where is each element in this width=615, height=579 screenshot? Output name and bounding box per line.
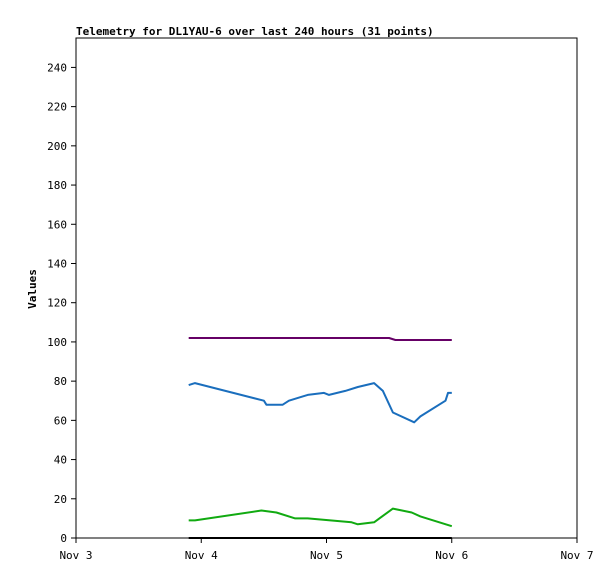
y-tick-label: 140 — [47, 257, 67, 270]
plot-frame — [75, 37, 578, 539]
y-tick-label: 180 — [47, 179, 67, 192]
x-tick-label: Nov 7 — [560, 549, 593, 562]
y-axis-label: Values — [26, 269, 39, 309]
y-tick-label: 240 — [47, 61, 67, 74]
y-tick-label: 20 — [54, 493, 67, 506]
series-line-1 — [188, 382, 452, 424]
y-tick-label: 200 — [47, 140, 67, 153]
x-tick-label: Nov 5 — [310, 549, 343, 562]
x-tick-label: Nov 6 — [435, 549, 468, 562]
y-tick-label: 40 — [54, 454, 67, 467]
series-line-0 — [188, 337, 452, 341]
chart-title: Telemetry for DL1YAU-6 over last 240 hou… — [76, 25, 434, 38]
y-tick-label: 120 — [47, 297, 67, 310]
y-tick-label: 60 — [54, 414, 67, 427]
y-tick-label: 0 — [60, 532, 67, 545]
y-tick-label: 220 — [47, 101, 67, 114]
series-layer — [188, 337, 453, 539]
x-axis: Nov 3 Nov 4 Nov 5 Nov 6 Nov 7 — [59, 538, 594, 562]
x-tick-label: Nov 4 — [185, 549, 218, 562]
y-tick-label: 80 — [54, 375, 67, 388]
y-tick-label: 100 — [47, 336, 67, 349]
x-tick-label: Nov 3 — [59, 549, 92, 562]
y-tick-label: 160 — [47, 218, 67, 231]
series-line-2 — [188, 507, 453, 528]
y-axis: 0 20 40 60 80 100 120 140 160 180 200 220 240 — [47, 61, 76, 545]
